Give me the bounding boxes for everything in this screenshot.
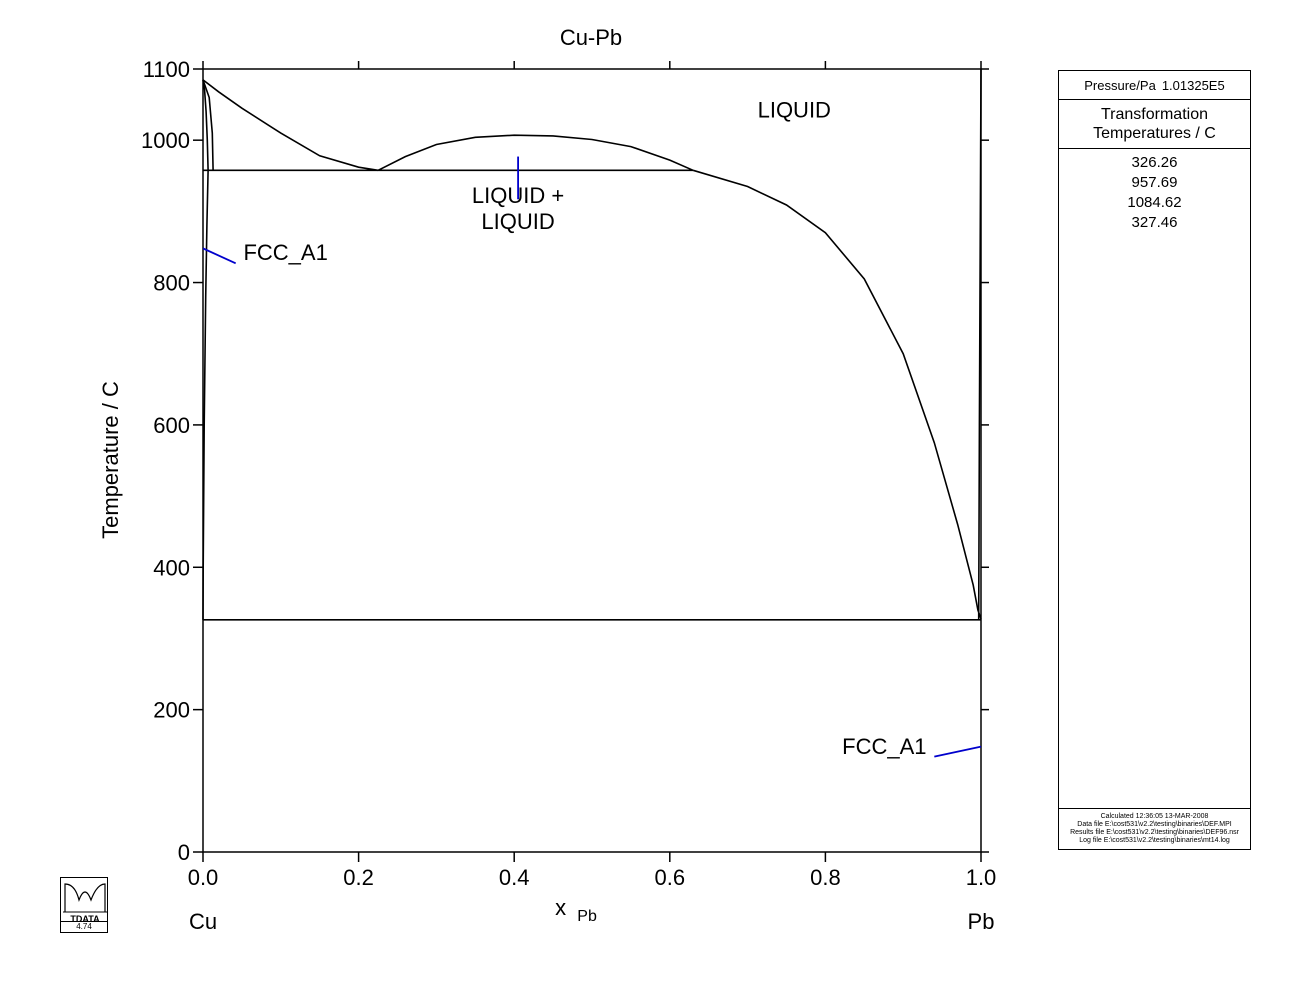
logo-version: 4.74	[61, 921, 107, 932]
pressure-row: Pressure/Pa 1.01325E5	[1059, 71, 1250, 100]
x-tick-label: 0.0	[188, 865, 219, 890]
y-tick-label: 1000	[141, 128, 190, 153]
plot-frame	[202, 68, 982, 853]
pressure-label: Pressure/Pa	[1084, 77, 1156, 93]
x-tick-label: 0.2	[343, 865, 374, 890]
logo-text: TDATA	[70, 914, 100, 924]
phase-boundary-line	[202, 79, 214, 171]
transformation-panel: Pressure/Pa 1.01325E5 Transformation Tem…	[1058, 70, 1251, 850]
x-axis-label-subscript: Pb	[577, 908, 597, 925]
y-tick-label: 400	[153, 555, 190, 580]
chart-title: Cu-Pb	[560, 25, 622, 50]
x-axis-label: x Pb	[555, 895, 597, 925]
y-tick-label: 1100	[143, 57, 190, 82]
phase-boundary-line	[692, 169, 982, 620]
data-file-path: Data file E:\cost531\v2.2\testing\binari…	[1077, 821, 1232, 828]
left-component-label: Cu	[189, 909, 217, 934]
phase-region-label: LIQUID	[758, 97, 831, 122]
y-axis-label: Temperature / C	[98, 381, 123, 539]
pressure-value: 1.01325E5	[1161, 77, 1225, 93]
phase-region-label: FCC_A1	[243, 240, 327, 265]
transformation-temperature: 326.26	[1131, 154, 1178, 171]
transformation-header-line2: Temperatures / C	[1093, 125, 1216, 142]
y-tick-label: 600	[153, 413, 190, 438]
x-tick-label: 0.4	[499, 865, 530, 890]
transformation-header: Transformation Temperatures / C	[1059, 100, 1250, 149]
transformation-temperature: 957.69	[1131, 174, 1178, 191]
calculation-info: Calculated 12:36:05 13-MAR-2008 Data fil…	[1059, 808, 1250, 849]
transformation-temperature: 327.46	[1131, 214, 1178, 231]
transformation-temperature: 1084.62	[1127, 194, 1182, 211]
transformation-header-line1: Transformation	[1101, 106, 1208, 123]
transformation-temperature-list: 326.26 957.69 1084.62 327.46	[1059, 149, 1250, 233]
y-tick-label: 800	[153, 271, 190, 296]
results-file-path: Results file E:\cost531\v2.2\testing\bin…	[1070, 829, 1239, 836]
mtdata-logo: TDATA 4.74	[60, 877, 108, 933]
y-tick-label: 200	[153, 698, 190, 723]
x-tick-label: 1.0	[966, 865, 997, 890]
mtdata-logo-icon: TDATA	[63, 883, 107, 924]
phase-boundary-line	[377, 134, 694, 172]
x-tick-label: 0.8	[810, 865, 841, 890]
phase-region-label: LIQUID	[481, 209, 554, 234]
x-tick-label: 0.6	[655, 865, 686, 890]
label-leader-line	[934, 745, 982, 758]
label-leader-line	[202, 247, 237, 265]
calculated-timestamp: Calculated 12:36:05 13-MAR-2008	[1100, 813, 1209, 820]
phase-boundary-line	[977, 68, 982, 620]
log-file-path: Log file E:\cost531\v2.2\testing\binarie…	[1079, 837, 1230, 844]
plot-area: 0 200 400 600 800 1000 1100 0.0 0.2 0.4 0.6 0.8 1.0 L…	[141, 57, 996, 890]
phase-boundary-line	[202, 79, 209, 171]
phase-boundary-line	[202, 170, 209, 620]
y-tick-label: 0	[178, 840, 190, 865]
phase-region-label: LIQUID +	[472, 183, 564, 208]
right-component-label: Pb	[968, 909, 995, 934]
phase-boundary-line	[202, 79, 379, 172]
phase-region-label: FCC_A1	[842, 734, 926, 759]
x-axis-label-main: x	[555, 895, 566, 920]
